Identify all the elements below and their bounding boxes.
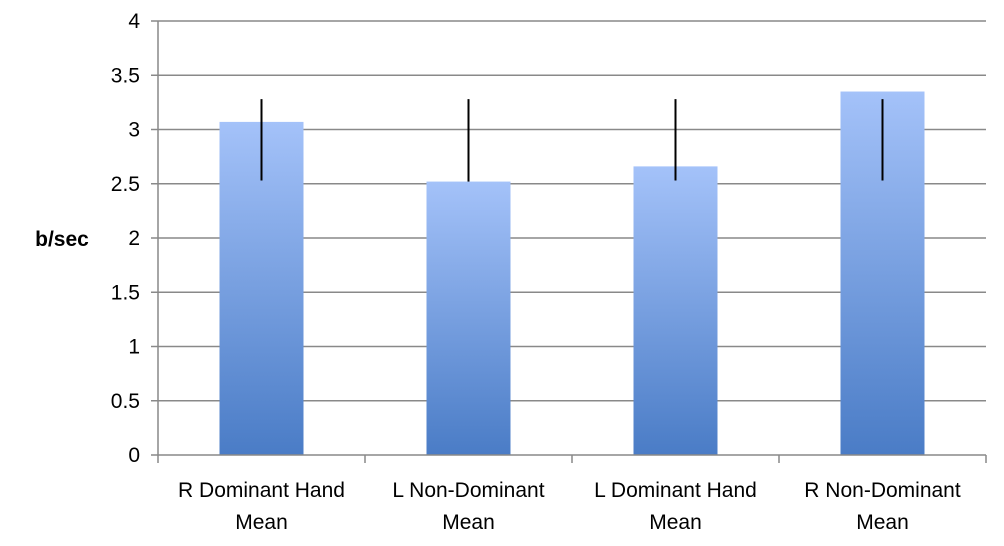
y-tick-label: 0: [128, 444, 140, 467]
x-tick-label: L Dominant Hand Mean: [594, 479, 757, 534]
y-tick-label: 2.5: [111, 173, 140, 196]
y-tick-label: 1.5: [111, 281, 140, 304]
y-tick-label: 4: [128, 10, 140, 33]
x-tick-label: L Non-Dominant Mean: [392, 479, 544, 534]
x-tick-label-line: L Dominant Hand: [594, 479, 757, 502]
y-tick-label: 1: [128, 336, 140, 359]
bar: [633, 166, 718, 455]
x-tick-label-line: Mean: [856, 511, 909, 534]
x-tick-label-line: L Non-Dominant: [392, 479, 544, 502]
y-tick-label: 3.5: [111, 64, 140, 87]
y-tick-labels: 0 0.5 1 1.5 2 2.5 3 3.5 4: [111, 10, 141, 467]
error-bars: [260, 99, 884, 182]
x-tick-label-line: Mean: [649, 511, 702, 534]
x-tick-label-line: Mean: [442, 511, 495, 534]
x-tick-label: R Dominant Hand Mean: [178, 479, 345, 534]
axes: [151, 20, 987, 463]
y-tick-label: 0.5: [111, 390, 140, 413]
bar: [426, 181, 511, 455]
y-axis-title: b/sec: [35, 228, 89, 251]
y-tick-label: 3: [128, 119, 140, 142]
x-tick-label-line: Mean: [235, 511, 288, 534]
y-tick-label: 2: [128, 227, 140, 250]
x-tick-label: R Non-Dominant Mean: [804, 479, 961, 534]
x-tick-label-line: R Dominant Hand: [178, 479, 345, 502]
x-tick-label-line: R Non-Dominant: [804, 479, 961, 502]
